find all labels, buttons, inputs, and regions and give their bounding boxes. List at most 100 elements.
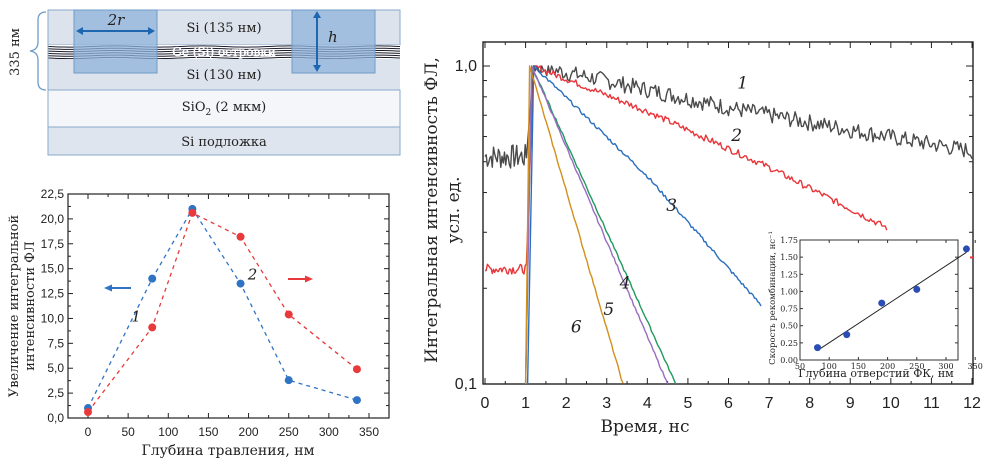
x-tick-label: 9	[846, 395, 855, 412]
curve-label-2: 2	[730, 126, 742, 146]
x-tick-label: 8	[805, 395, 814, 412]
arrowhead-right-icon	[148, 27, 155, 35]
series-2-point	[148, 323, 157, 332]
series-2-point	[284, 310, 293, 319]
x-tick-label: 50	[121, 425, 135, 439]
fit-line	[817, 251, 967, 351]
decay-curve-2	[485, 65, 888, 275]
arrowhead-down-icon	[313, 65, 321, 72]
hole-width-label: 2r	[107, 11, 126, 29]
x-tick-label: 1	[521, 395, 530, 412]
x-tick-label: 200	[239, 425, 259, 439]
curve-label-4: 4	[619, 273, 631, 293]
x-tick-label: 300	[319, 425, 339, 439]
series-2-point	[352, 365, 361, 374]
y-tick-label: 1.25	[780, 270, 798, 279]
y-tick-label: 0.50	[780, 322, 798, 331]
inset-ylabel: Скорость рекомбинации, нс⁻¹	[767, 231, 778, 365]
decay-curve-3	[526, 65, 762, 385]
curve-label-5: 5	[603, 300, 614, 320]
left-chart-labels: 12	[131, 266, 257, 326]
series-1-point	[284, 376, 293, 385]
inset-chart-ticks: 50 100 150 200 250 300 350 0.00 0.25 0.50 0.75 1.00…	[780, 236, 983, 371]
left-chart-ylabel-line2: интенсивности ФЛ	[23, 241, 38, 371]
y-tick-label: 5,0	[47, 361, 64, 375]
x-tick-label: 100	[822, 362, 837, 371]
x-tick-label: 11	[923, 395, 940, 412]
x-tick-label: 7	[765, 395, 774, 412]
y-tick-label: 7,5	[47, 336, 64, 350]
series-1-point	[236, 279, 245, 288]
decay-curve-5	[524, 65, 669, 385]
left-chart-frame	[67, 193, 390, 419]
inset-background	[799, 239, 959, 361]
hole-right	[291, 9, 376, 74]
left-chart-series	[84, 204, 361, 417]
x-tick-label: 0	[481, 395, 490, 412]
x-tick-label: 3	[602, 395, 611, 412]
x-tick-label: 250	[909, 362, 924, 371]
left-chart: 0 50 100 150 200 250 300 350 0,0 2,5 5,0 7,5 10,0 12,…	[7, 187, 390, 459]
y-tick-label: 0,0	[47, 411, 64, 425]
y-tick-label: 1.00	[780, 287, 798, 296]
structure-diagram: 2r h Si (135 нм) Ge (Si) островки Si (13…	[8, 9, 401, 156]
x-tick-label: 0	[85, 425, 92, 439]
left-chart-xlabel: Глубина травления, нм	[141, 443, 314, 459]
arrowhead-up-icon	[313, 11, 321, 18]
inset-data-point	[913, 285, 921, 293]
x-tick-label: 300	[938, 362, 953, 371]
inset-chart: 50 100 150 200 250 300 350 0.00 0.25 0.50 0.75 1.00…	[767, 231, 983, 380]
series-1-line	[87, 207, 358, 409]
y-tick-label: 1.50	[780, 253, 798, 262]
x-tick-label: 200	[880, 362, 895, 371]
y-tick-label: 0.00	[780, 356, 798, 365]
thickness-brace-icon	[29, 11, 47, 91]
x-tick-label: 100	[158, 425, 178, 439]
x-tick-label: 4	[643, 395, 652, 412]
layer-sio2-label: SiO2 (2 мкм)	[182, 100, 267, 118]
series-1-point	[352, 396, 361, 405]
y-tick-label: 15,0	[41, 262, 65, 276]
main-chart-series	[484, 65, 973, 385]
thickness-label: 335 нм	[8, 28, 23, 76]
inset-data-point	[878, 299, 886, 307]
curve-label-1: 1	[131, 307, 141, 325]
x-tick-label: 50	[795, 362, 805, 371]
x-tick-label: 250	[279, 425, 299, 439]
layer-ge-islands-label: Ge (Si) островки	[172, 45, 275, 59]
hole-left	[73, 9, 158, 74]
inset-data-point	[843, 331, 851, 339]
hole-depth-label: h	[328, 28, 338, 46]
curve-label-1: 1	[737, 73, 748, 93]
decay-curve-1	[484, 65, 973, 169]
main-chart-labels: 1 2 3 45 6	[571, 73, 748, 337]
series-2-point	[236, 232, 245, 241]
x-tick-label: 10	[882, 395, 900, 412]
x-tick-label: 2	[562, 395, 571, 412]
y-tick-label: 0.75	[780, 305, 798, 314]
y-tick-label: 0.25	[780, 339, 798, 348]
left-chart-ticks: 0 50 100 150 200 250 300 350 0,0 2,5 5,0 7,5 10,0 12,…	[41, 187, 389, 439]
series-1-point	[148, 274, 157, 283]
arrowhead-left-icon	[76, 27, 83, 35]
x-tick-label: 350	[359, 425, 379, 439]
series-2-line	[87, 211, 358, 413]
inset-data-point	[962, 245, 970, 253]
layer-si-bottom-label: Si (130 нм)	[186, 68, 261, 83]
inset-chart-series	[814, 245, 970, 352]
inset-xlabel: Глубина отверстий ФК, нм	[798, 367, 954, 380]
y-tick-label: 12,5	[41, 287, 65, 301]
y-tick-label: 1,0	[455, 58, 477, 75]
main-chart-ylabel-line1: Интегральная интенсивность ФЛ,	[422, 57, 442, 363]
inset-data-point	[814, 344, 822, 352]
arrow-left-icon	[104, 284, 112, 292]
x-tick-label: 350	[968, 362, 983, 371]
curve-label-6: 6	[571, 318, 582, 338]
curve-label-2: 2	[247, 266, 258, 284]
decay-curve-6	[524, 65, 624, 385]
y-tick-label: 17,5	[41, 237, 65, 251]
x-tick-label: 6	[724, 395, 733, 412]
y-tick-label: 0,1	[455, 376, 477, 393]
curve-label-3: 3	[666, 196, 677, 216]
